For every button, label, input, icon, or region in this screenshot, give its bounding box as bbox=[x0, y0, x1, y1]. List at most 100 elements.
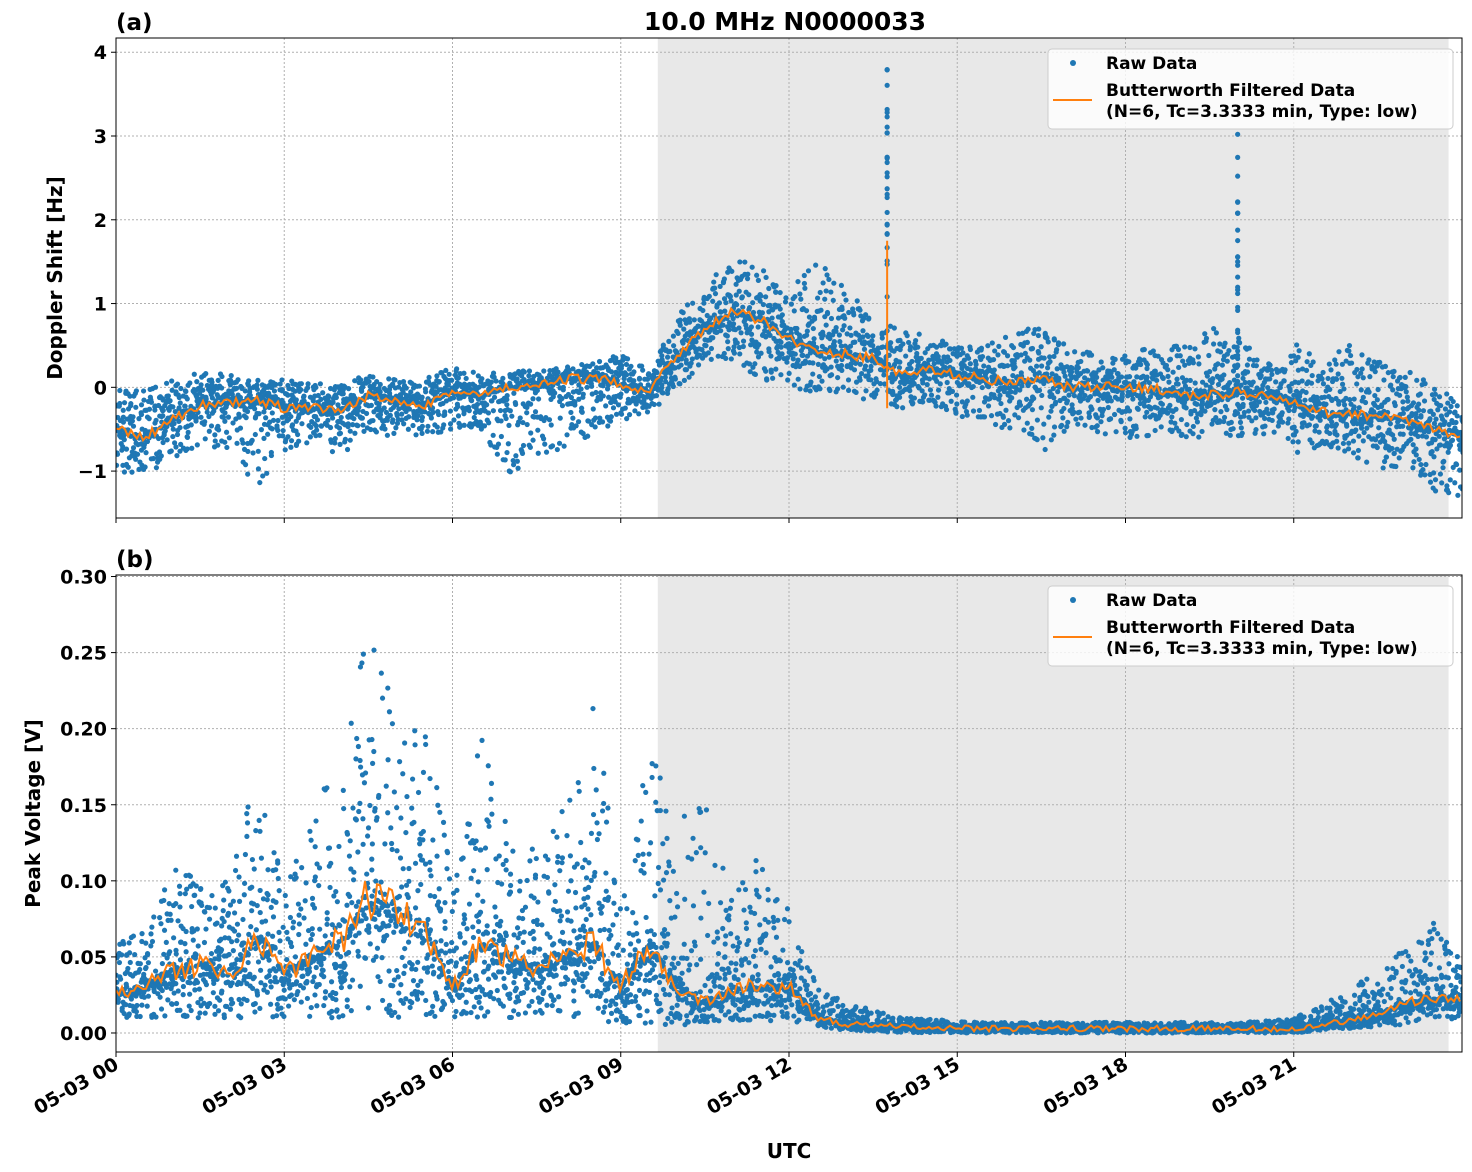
raw-data-point bbox=[1213, 414, 1219, 421]
raw-data-point bbox=[209, 410, 216, 416]
raw-data-point bbox=[1075, 421, 1081, 427]
raw-data-point bbox=[801, 280, 808, 287]
raw-data-point bbox=[130, 414, 136, 420]
raw-data-point bbox=[825, 334, 831, 340]
raw-data-point bbox=[701, 300, 707, 306]
raw-data-point bbox=[212, 438, 218, 444]
raw-data-point bbox=[1146, 380, 1153, 386]
raw-data-point bbox=[590, 406, 596, 412]
raw-data-point bbox=[888, 340, 894, 346]
raw-data-point bbox=[217, 371, 224, 377]
raw-data-point bbox=[504, 393, 510, 399]
raw-data-point bbox=[1094, 429, 1101, 435]
raw-data-point bbox=[1051, 353, 1057, 360]
raw-data-point bbox=[579, 409, 585, 415]
raw-data-point bbox=[1203, 382, 1209, 388]
raw-data-point bbox=[942, 364, 948, 371]
raw-data-point bbox=[1393, 463, 1399, 470]
raw-data-point bbox=[541, 417, 547, 424]
raw-data-point bbox=[497, 407, 504, 414]
raw-data-point bbox=[1061, 428, 1067, 434]
raw-data-point bbox=[1076, 409, 1083, 415]
raw-data-point bbox=[133, 388, 139, 394]
raw-data-point bbox=[266, 404, 273, 410]
raw-data-point bbox=[532, 409, 539, 415]
raw-data-point bbox=[1253, 363, 1259, 369]
raw-data-point bbox=[125, 965, 131, 972]
raw-data-spike-point bbox=[884, 170, 890, 176]
raw-data-point bbox=[1089, 406, 1095, 412]
raw-data-point bbox=[1361, 419, 1368, 425]
raw-data-point bbox=[293, 442, 299, 448]
raw-data-point bbox=[788, 330, 794, 336]
raw-data-point bbox=[1047, 354, 1053, 360]
raw-data-point bbox=[1187, 344, 1193, 351]
raw-data-point bbox=[502, 457, 508, 463]
raw-data-point bbox=[381, 405, 387, 411]
raw-data-point bbox=[1244, 369, 1251, 375]
raw-data-point bbox=[146, 406, 153, 412]
raw-data-point bbox=[1397, 374, 1403, 381]
raw-data-point bbox=[943, 406, 950, 413]
raw-data-spike-point bbox=[1235, 199, 1241, 205]
legend-raw-label: Raw Data bbox=[1106, 54, 1197, 74]
raw-data-point bbox=[1374, 397, 1380, 403]
raw-data-point bbox=[183, 388, 189, 395]
raw-data-point bbox=[965, 355, 972, 361]
raw-data-point bbox=[549, 443, 556, 449]
raw-data-point bbox=[1327, 430, 1333, 437]
raw-data-point bbox=[384, 432, 391, 438]
raw-data-point bbox=[1252, 407, 1258, 414]
raw-data-point bbox=[128, 403, 134, 409]
raw-data-point bbox=[423, 389, 429, 395]
raw-data-point bbox=[143, 450, 149, 456]
raw-data-point bbox=[1056, 376, 1062, 383]
raw-data-point bbox=[1391, 436, 1397, 442]
raw-data-point bbox=[330, 399, 336, 405]
raw-data-point bbox=[1059, 422, 1065, 428]
raw-data-point bbox=[992, 348, 998, 354]
raw-data-point bbox=[779, 351, 785, 357]
raw-data-point bbox=[1351, 404, 1357, 410]
raw-data-point bbox=[1265, 411, 1272, 417]
raw-data-point bbox=[857, 307, 863, 313]
raw-data-point bbox=[1333, 361, 1339, 367]
raw-data-point bbox=[1096, 367, 1102, 373]
raw-data-point bbox=[1192, 346, 1198, 352]
raw-data-point bbox=[877, 381, 883, 387]
raw-data-point bbox=[120, 419, 127, 425]
raw-data-point bbox=[119, 952, 125, 958]
raw-data-point bbox=[1354, 366, 1360, 373]
raw-data-point bbox=[438, 429, 444, 435]
raw-data-point bbox=[1075, 365, 1081, 371]
raw-data-point bbox=[755, 277, 761, 283]
raw-data-point bbox=[1094, 415, 1101, 421]
raw-data-point bbox=[1122, 353, 1128, 359]
raw-data-point bbox=[1323, 438, 1330, 445]
raw-data-point bbox=[356, 404, 362, 410]
raw-data-point bbox=[1219, 362, 1225, 368]
raw-data-point bbox=[165, 393, 171, 399]
raw-data-point bbox=[645, 382, 651, 388]
raw-data-point bbox=[831, 338, 837, 345]
raw-data-point bbox=[408, 389, 414, 395]
raw-data-point bbox=[909, 358, 915, 365]
raw-data-point bbox=[815, 361, 821, 367]
raw-data-point bbox=[939, 338, 946, 344]
raw-data-point bbox=[512, 399, 518, 406]
raw-data-point bbox=[843, 297, 849, 303]
raw-data-point bbox=[347, 428, 353, 434]
raw-data-point bbox=[1352, 428, 1358, 435]
raw-data-spike-point bbox=[1235, 378, 1241, 385]
raw-data-point bbox=[1240, 401, 1246, 408]
raw-data-point bbox=[1224, 358, 1230, 364]
raw-data-point bbox=[152, 968, 159, 974]
raw-data-point bbox=[1321, 394, 1328, 400]
raw-data-point bbox=[1082, 392, 1088, 399]
raw-data-point bbox=[708, 356, 714, 362]
raw-data-point bbox=[1194, 401, 1200, 407]
raw-data-point bbox=[343, 396, 350, 402]
raw-data-point bbox=[1372, 392, 1378, 399]
raw-data-point bbox=[1210, 376, 1216, 382]
raw-data-point bbox=[350, 422, 356, 428]
